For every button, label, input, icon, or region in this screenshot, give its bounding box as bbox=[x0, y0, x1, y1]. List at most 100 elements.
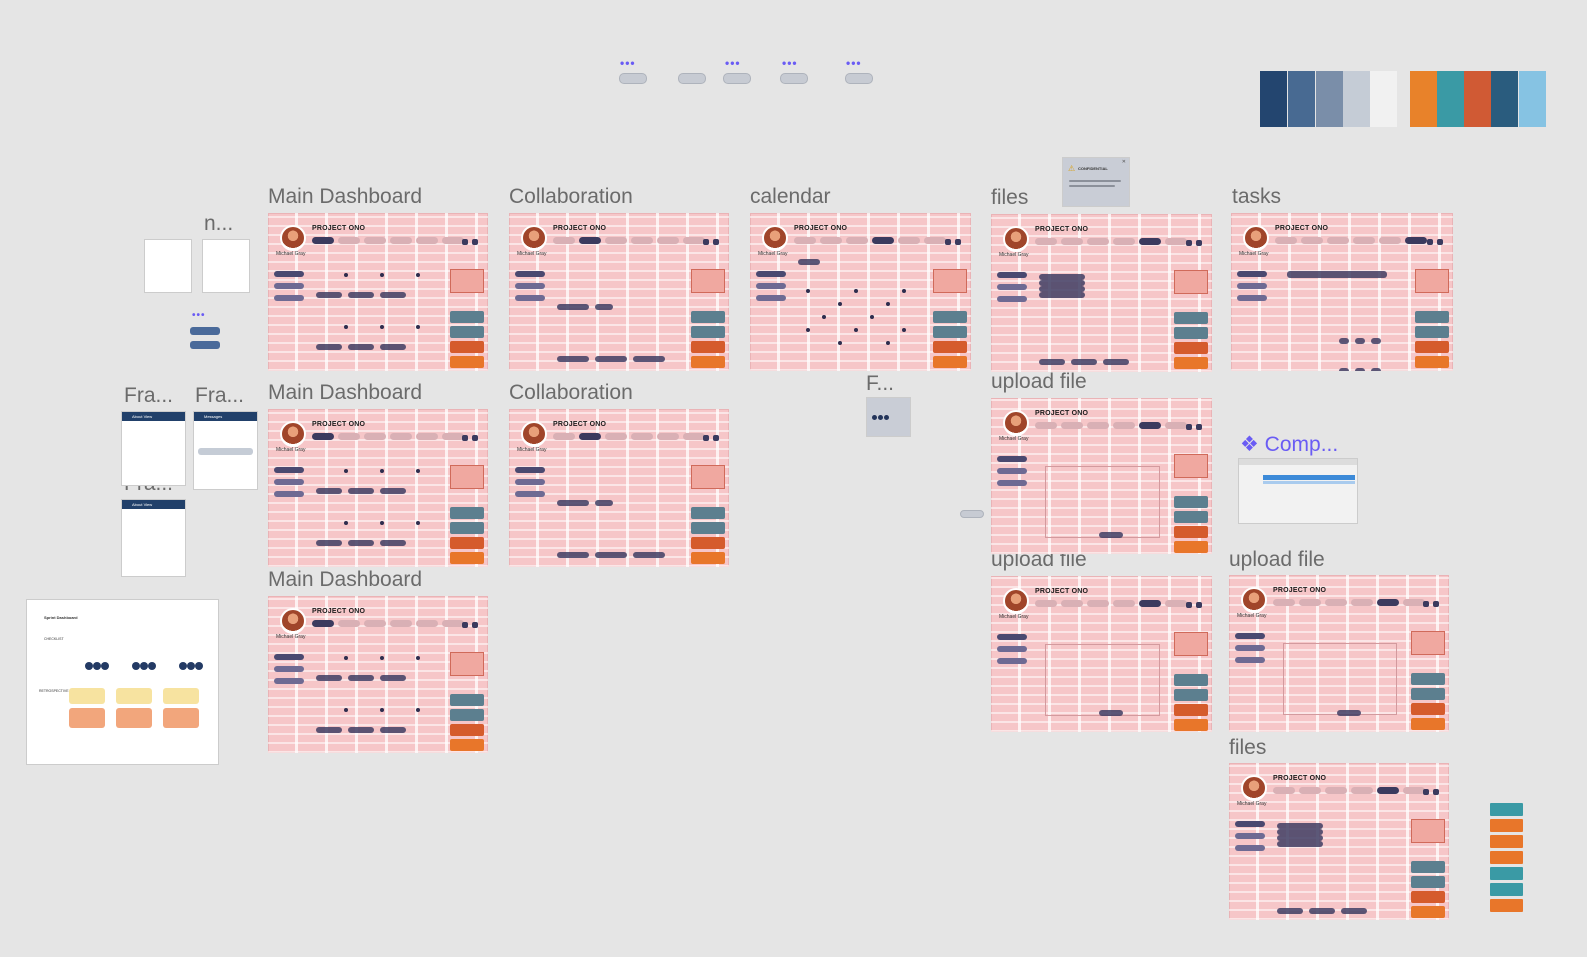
frame-label-calendar[interactable]: calendar bbox=[750, 185, 831, 208]
color-swatch[interactable] bbox=[1316, 71, 1343, 127]
frame-label-n[interactable]: n... bbox=[204, 212, 234, 235]
calendar-day[interactable] bbox=[806, 289, 810, 293]
folder-row[interactable] bbox=[1103, 359, 1129, 365]
small-f-frame[interactable] bbox=[867, 398, 910, 436]
nav-tab[interactable] bbox=[1351, 787, 1373, 794]
chat-icon[interactable] bbox=[462, 435, 468, 441]
avatar[interactable] bbox=[1003, 410, 1029, 436]
project-row[interactable] bbox=[380, 727, 406, 733]
upcoming-card[interactable] bbox=[1174, 526, 1208, 538]
nav-tab[interactable] bbox=[605, 237, 627, 244]
upcoming-card[interactable] bbox=[1411, 891, 1445, 903]
upcoming-card[interactable] bbox=[1490, 819, 1523, 832]
more-icon[interactable]: ••• bbox=[782, 56, 798, 70]
task-chip[interactable] bbox=[1355, 338, 1365, 344]
chat-icon[interactable] bbox=[1186, 240, 1192, 246]
nav-tab[interactable] bbox=[338, 237, 360, 244]
nav-tab[interactable] bbox=[1061, 238, 1083, 245]
sprint-dashboard-frame[interactable]: Sprint Dashboard CHECKLIST RETROSPECTIVE bbox=[27, 600, 218, 764]
sidebar-button[interactable] bbox=[1237, 295, 1267, 301]
nav-tab[interactable] bbox=[553, 433, 575, 440]
chat-icon[interactable] bbox=[703, 435, 709, 441]
file-row[interactable] bbox=[1039, 286, 1085, 292]
nav-tab[interactable] bbox=[1113, 422, 1135, 429]
sidebar-button[interactable] bbox=[997, 646, 1027, 652]
screen-frame-upload[interactable]: Michael Gray PROJECT ONO bbox=[991, 398, 1212, 554]
calendar-day[interactable] bbox=[902, 328, 906, 332]
nav-tab[interactable] bbox=[1113, 600, 1135, 607]
mini-calendar[interactable] bbox=[1415, 269, 1449, 293]
project-row[interactable] bbox=[380, 488, 406, 494]
sidebar-button[interactable] bbox=[1235, 821, 1265, 827]
avatar[interactable] bbox=[521, 421, 547, 447]
frame-label-collaboration[interactable]: Collaboration bbox=[509, 185, 633, 208]
project-row[interactable] bbox=[348, 488, 374, 494]
project-row[interactable] bbox=[316, 344, 342, 350]
upcoming-card[interactable] bbox=[933, 311, 967, 323]
nav-tab[interactable] bbox=[1299, 787, 1321, 794]
screen-frame-dashboard[interactable]: Michael Gray PROJECT ONO bbox=[268, 213, 488, 371]
nav-tab[interactable] bbox=[631, 433, 653, 440]
avatar[interactable] bbox=[280, 608, 306, 634]
file-row[interactable] bbox=[1277, 823, 1323, 829]
more-icon[interactable]: ••• bbox=[192, 310, 206, 321]
nav-tab[interactable] bbox=[1377, 599, 1399, 606]
sidebar-button[interactable] bbox=[1235, 657, 1265, 663]
mini-calendar[interactable] bbox=[933, 269, 967, 293]
sidebar-button[interactable] bbox=[1235, 633, 1265, 639]
frame-label-tasks[interactable]: tasks bbox=[1232, 185, 1282, 208]
nav-tab[interactable] bbox=[1061, 422, 1083, 429]
screen-frame-files[interactable]: Michael Gray PROJECT ONO bbox=[991, 214, 1212, 372]
bell-icon[interactable] bbox=[472, 239, 478, 245]
project-row[interactable] bbox=[316, 540, 342, 546]
sidebar-button[interactable] bbox=[997, 296, 1027, 302]
messages-panel[interactable]: Messages bbox=[194, 412, 257, 489]
upcoming-card[interactable] bbox=[691, 311, 725, 323]
chip[interactable] bbox=[723, 73, 751, 84]
nav-tab[interactable] bbox=[416, 433, 438, 440]
nav-tab[interactable] bbox=[1377, 787, 1399, 794]
nav-tab[interactable] bbox=[1035, 238, 1057, 245]
upcoming-card[interactable] bbox=[1174, 357, 1208, 369]
nav-tab[interactable] bbox=[312, 620, 334, 627]
file-row[interactable] bbox=[1039, 280, 1085, 286]
avatar[interactable] bbox=[1243, 225, 1269, 251]
sidebar-button[interactable] bbox=[515, 467, 545, 473]
folder-row[interactable] bbox=[1039, 359, 1065, 365]
upcoming-card[interactable] bbox=[450, 356, 484, 368]
mini-calendar[interactable] bbox=[450, 465, 484, 489]
upcoming-card[interactable] bbox=[1411, 688, 1445, 700]
color-swatch[interactable] bbox=[1491, 71, 1518, 127]
component-window[interactable] bbox=[1239, 459, 1357, 523]
upcoming-card[interactable] bbox=[1411, 703, 1445, 715]
nav-tab[interactable] bbox=[1403, 599, 1425, 606]
frame-label-collaboration-2[interactable]: Collaboration bbox=[509, 381, 633, 404]
screen-frame-tasks[interactable]: Michael Gray PROJECT ONO bbox=[1231, 213, 1453, 371]
upcoming-card[interactable] bbox=[1174, 689, 1208, 701]
calendar-day[interactable] bbox=[902, 289, 906, 293]
bell-icon[interactable] bbox=[472, 622, 478, 628]
nav-tab[interactable] bbox=[1035, 600, 1057, 607]
file-row[interactable] bbox=[595, 500, 613, 506]
upcoming-card[interactable] bbox=[933, 341, 967, 353]
sidebar-button[interactable] bbox=[274, 295, 304, 301]
frame-label-upload-file[interactable]: upload file bbox=[991, 370, 1087, 393]
nav-tab[interactable] bbox=[338, 620, 360, 627]
file-row[interactable] bbox=[1277, 841, 1323, 847]
bell-icon[interactable] bbox=[1433, 601, 1439, 607]
upcoming-card[interactable] bbox=[1415, 311, 1449, 323]
nav-tab[interactable] bbox=[1325, 599, 1347, 606]
folder-row[interactable] bbox=[1071, 359, 1097, 365]
upcoming-card[interactable] bbox=[450, 724, 484, 736]
nav-tab[interactable] bbox=[1273, 599, 1295, 606]
mini-calendar[interactable] bbox=[1411, 819, 1445, 843]
color-swatch[interactable] bbox=[1437, 71, 1464, 127]
sidebar-button[interactable] bbox=[756, 283, 786, 289]
upcoming-card[interactable] bbox=[691, 507, 725, 519]
sidebar-button[interactable] bbox=[756, 271, 786, 277]
chat-icon[interactable] bbox=[703, 239, 709, 245]
color-swatch[interactable] bbox=[1288, 71, 1315, 127]
nav-tab[interactable] bbox=[794, 237, 816, 244]
upcoming-card[interactable] bbox=[1174, 327, 1208, 339]
upcoming-card[interactable] bbox=[933, 326, 967, 338]
